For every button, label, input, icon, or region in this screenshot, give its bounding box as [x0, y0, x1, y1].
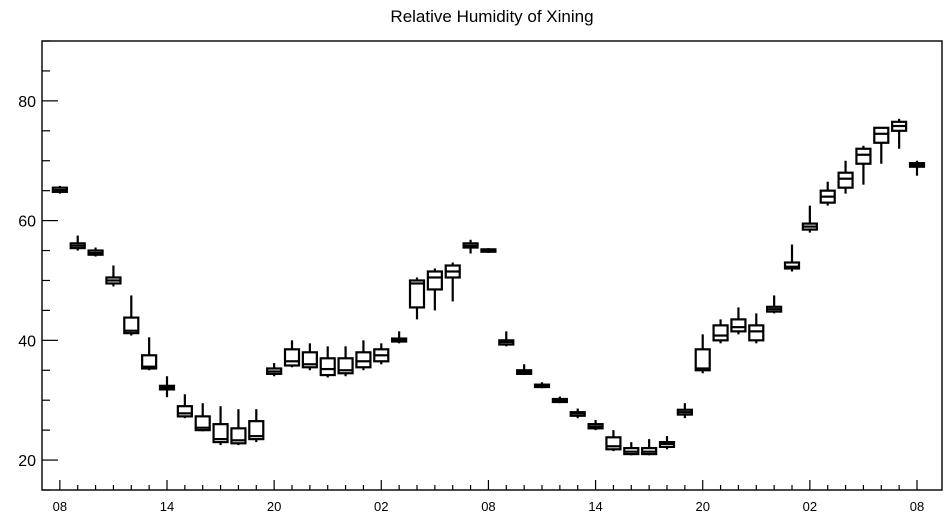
box-46 — [874, 128, 888, 164]
box-1 — [71, 236, 85, 251]
box-32 — [624, 442, 638, 455]
box-28 — [553, 397, 567, 404]
box-21 — [428, 268, 442, 310]
y-tick-label: 40 — [18, 333, 36, 350]
box-43 — [821, 182, 835, 206]
box-0 — [53, 186, 67, 194]
box-22 — [446, 263, 460, 302]
x-axis-ticks: 08 14 20 02 08 14 20 02 08 — [53, 480, 925, 514]
box-iqr — [428, 271, 442, 289]
box-47 — [892, 119, 906, 149]
box-40 — [767, 295, 781, 313]
box-12 — [267, 363, 281, 376]
box-38 — [731, 307, 745, 334]
box-37 — [714, 319, 728, 343]
box-27 — [535, 382, 549, 388]
box-iqr — [714, 325, 728, 340]
box-iqr — [321, 358, 335, 375]
x-tick-label: 08 — [910, 499, 924, 514]
x-tick-label: 14 — [160, 499, 174, 514]
box-31 — [606, 430, 620, 451]
box-42 — [803, 206, 817, 233]
x-tick-label: 20 — [695, 499, 709, 514]
box-series — [53, 119, 924, 455]
chart-svg: Relative Humidity of Xining 20 40 60 80 08 1… — [0, 0, 947, 520]
box-iqr — [178, 406, 192, 416]
box-iqr — [285, 349, 299, 365]
box-16 — [339, 346, 353, 376]
box-18 — [374, 343, 388, 364]
y-tick-label: 80 — [18, 94, 36, 111]
box-25 — [499, 331, 513, 346]
box-9 — [214, 406, 228, 445]
x-tick-label: 14 — [588, 499, 602, 514]
box-17 — [356, 340, 370, 370]
box-48 — [910, 161, 924, 176]
box-26 — [517, 364, 531, 375]
box-iqr — [356, 352, 370, 367]
box-6 — [160, 376, 174, 397]
x-tick-label: 08 — [53, 499, 67, 514]
box-33 — [642, 439, 656, 455]
box-iqr — [749, 325, 763, 340]
box-11 — [249, 409, 263, 442]
box-iqr — [839, 173, 853, 188]
box-8 — [196, 403, 210, 431]
box-45 — [856, 146, 870, 185]
axes — [42, 41, 942, 490]
box-35 — [678, 403, 692, 418]
box-2 — [89, 248, 103, 257]
x-tick-label: 20 — [267, 499, 281, 514]
box-29 — [571, 409, 585, 419]
x-tick-label: 08 — [481, 499, 495, 514]
x-tick-label: 02 — [803, 499, 817, 514]
box-41 — [785, 245, 799, 272]
box-iqr — [606, 437, 620, 449]
box-34 — [660, 436, 674, 449]
box-iqr — [696, 349, 710, 370]
box-13 — [285, 340, 299, 367]
box-10 — [231, 409, 245, 445]
box-5 — [142, 337, 156, 370]
box-7 — [178, 394, 192, 418]
y-tick-label: 20 — [18, 453, 36, 470]
box-15 — [321, 346, 335, 377]
box-iqr — [856, 149, 870, 164]
box-24 — [481, 248, 495, 253]
box-20 — [410, 277, 424, 319]
box-4 — [124, 295, 138, 335]
x-tick-label: 02 — [374, 499, 388, 514]
box-iqr — [874, 128, 888, 143]
chart-root: Relative Humidity of Xining 20 40 60 80 08 1… — [0, 0, 947, 520]
chart-title: Relative Humidity of Xining — [390, 7, 593, 26]
box-23 — [464, 240, 478, 254]
box-39 — [749, 313, 763, 343]
plot-frame — [42, 41, 942, 490]
y-axis-ticks: 20 40 60 80 — [18, 41, 58, 490]
box-14 — [303, 343, 317, 370]
box-30 — [589, 420, 603, 430]
box-19 — [392, 331, 406, 343]
box-3 — [106, 266, 120, 287]
box-36 — [696, 334, 710, 373]
y-tick-label: 60 — [18, 214, 36, 231]
box-44 — [839, 161, 853, 194]
box-iqr — [731, 319, 745, 331]
